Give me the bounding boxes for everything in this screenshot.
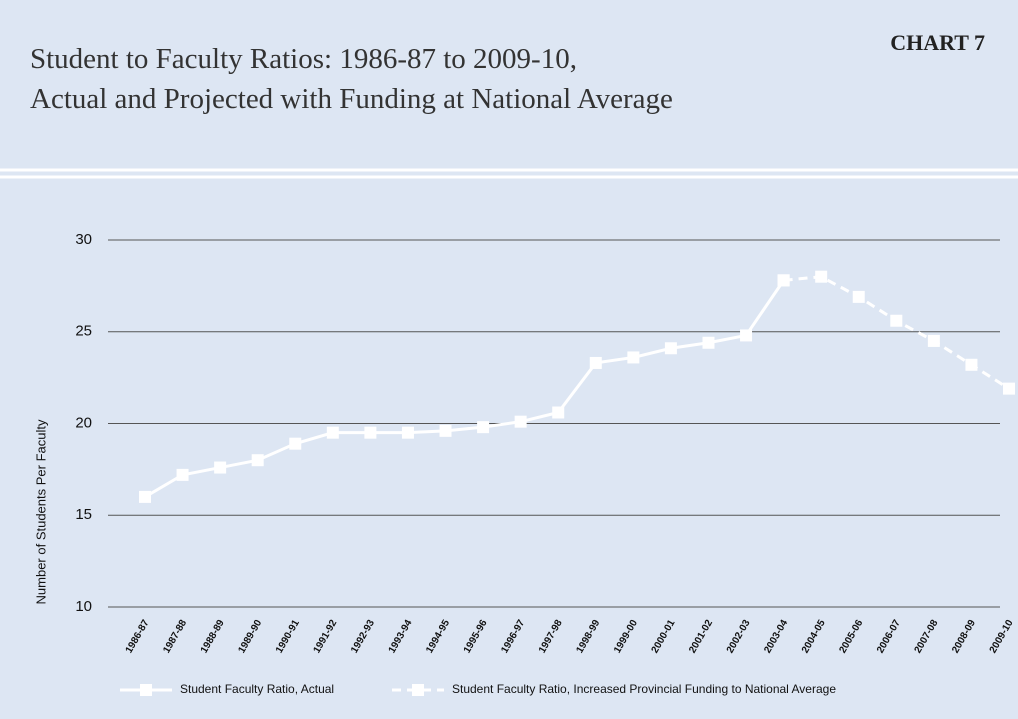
marker <box>439 424 452 437</box>
marker <box>702 336 715 349</box>
series-line <box>144 279 785 499</box>
y-tick-label: 15 <box>75 506 92 523</box>
marker <box>740 329 753 342</box>
y-tick-label: 30 <box>75 231 92 248</box>
y-tick-label: 10 <box>75 598 92 615</box>
legend-marker <box>412 684 424 696</box>
marker <box>176 468 189 481</box>
chart-title: Actual and Projected with Funding at Nat… <box>30 83 673 115</box>
marker <box>589 356 602 369</box>
marker <box>251 454 264 467</box>
chart-label: CHART 7 <box>890 30 985 55</box>
legend-marker <box>140 684 152 696</box>
chart-title: Student to Faculty Ratios: 1986-87 to 20… <box>30 43 577 75</box>
marker <box>514 415 527 428</box>
marker <box>139 490 151 503</box>
marker <box>927 334 940 347</box>
y-tick-label: 20 <box>75 414 92 431</box>
marker <box>289 437 302 450</box>
legend-label: Student Faculty Ratio, Increased Provinc… <box>452 682 836 696</box>
marker <box>815 270 828 283</box>
marker <box>214 461 227 474</box>
marker <box>401 426 414 439</box>
marker <box>664 342 677 355</box>
marker <box>552 406 565 419</box>
marker <box>852 290 865 303</box>
marker <box>777 274 790 287</box>
marker <box>965 358 978 371</box>
marker <box>364 426 377 439</box>
marker <box>477 421 490 434</box>
marker <box>1003 382 1015 395</box>
legend-label: Student Faculty Ratio, Actual <box>180 682 334 696</box>
marker <box>890 314 903 327</box>
marker <box>627 351 640 364</box>
y-tick-label: 25 <box>75 323 92 340</box>
marker <box>326 426 339 439</box>
y-axis-label: Number of Students Per Faculty <box>33 419 48 604</box>
